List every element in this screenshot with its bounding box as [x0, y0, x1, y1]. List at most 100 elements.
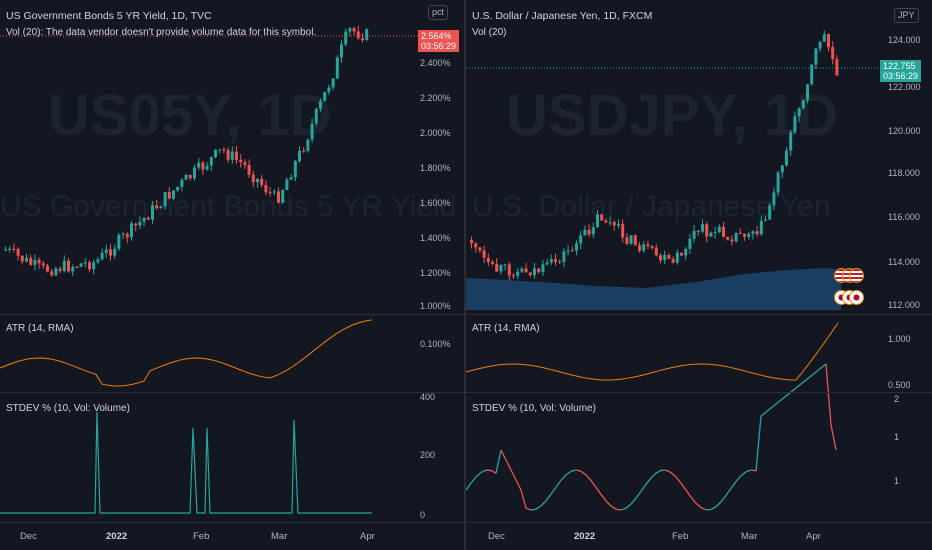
- candle-body: [201, 162, 205, 170]
- stdev-segment: [540, 500, 547, 507]
- right-price-tick: 122.000: [888, 82, 921, 92]
- left-symbol-title[interactable]: US Government Bonds 5 YR Yield, 1D, TVC: [6, 10, 212, 22]
- left-time-label: Apr: [360, 531, 375, 542]
- candle-body: [71, 266, 75, 272]
- stdev-segment: [670, 472, 677, 478]
- stdev-segment: [730, 481, 737, 489]
- left-stdev-label[interactable]: STDEV % (10, Vol: Volume): [6, 403, 130, 414]
- candle-body: [146, 217, 150, 220]
- right-candlestick-chart[interactable]: [466, 0, 932, 550]
- event-icon[interactable]: [849, 290, 864, 305]
- candle-body: [335, 57, 339, 79]
- event-icon[interactable]: [849, 268, 864, 283]
- panel-divider[interactable]: [464, 0, 466, 550]
- stdev-segment: [780, 395, 787, 401]
- right-unit-button[interactable]: JPY: [894, 8, 919, 23]
- candle-body: [16, 248, 20, 256]
- candle-body: [558, 261, 562, 263]
- candle-body: [134, 223, 138, 226]
- candle-body: [33, 259, 37, 265]
- stdev-segment: [770, 403, 777, 409]
- candle-body: [827, 34, 830, 48]
- left-time-axis-border: [0, 522, 464, 523]
- candle-body: [617, 223, 620, 226]
- candle-body: [218, 149, 222, 151]
- left-price-tick: 1.400%: [420, 233, 451, 243]
- candle-body: [352, 28, 356, 32]
- stdev-segment: [605, 500, 612, 507]
- candle-body: [713, 232, 717, 234]
- stdev-segment: [615, 508, 622, 511]
- candle-body: [486, 257, 490, 262]
- stdev-segment: [625, 503, 632, 509]
- right-pane-separator[interactable]: [466, 314, 932, 315]
- candle-body: [688, 238, 692, 249]
- left-chart-panel[interactable]: US05Y, 1D US Government Bonds 5 YR Yield…: [0, 0, 464, 550]
- candle-body: [759, 220, 763, 235]
- stdev-segment: [505, 459, 512, 471]
- right-price-tick: 116.000: [888, 212, 920, 222]
- candle-body: [806, 84, 809, 101]
- candle-body: [50, 271, 54, 276]
- right-last-price-tag: 122.755 03:56:29: [880, 60, 922, 82]
- candle-body: [180, 179, 184, 187]
- candle-body: [528, 272, 532, 276]
- candle-body: [663, 255, 667, 261]
- candle-body: [785, 150, 788, 166]
- right-countdown: 03:56:29: [883, 71, 919, 81]
- right-symbol-title[interactable]: U.S. Dollar / Japanese Yen, 1D, FXCM: [472, 10, 653, 22]
- candle-body: [692, 230, 696, 239]
- candle-body: [239, 159, 243, 163]
- candle-body: [365, 29, 369, 41]
- candle-body: [256, 178, 259, 182]
- stdev-segment: [535, 505, 542, 510]
- candle-body: [281, 190, 285, 203]
- candle-body: [734, 232, 738, 242]
- stdev-segment: [550, 486, 557, 495]
- right-chart-panel[interactable]: USDJPY, 1D U.S. Dollar / Japanese Yen U.…: [466, 0, 932, 550]
- candle-body: [776, 172, 780, 193]
- candle-body: [797, 108, 801, 117]
- stdev-segment: [825, 363, 832, 426]
- stdev-segment: [560, 474, 567, 481]
- left-last-price: 2.564%: [421, 31, 452, 41]
- candle-body: [83, 262, 87, 264]
- left-price-tick: 2.000%: [420, 128, 451, 138]
- right-time-label: Apr: [806, 531, 821, 542]
- left-unit-button[interactable]: pct: [428, 5, 449, 20]
- stdev-segment: [795, 383, 802, 389]
- left-price-tick: 1.200%: [420, 268, 451, 278]
- candle-body: [554, 259, 557, 262]
- left-pane-separator[interactable]: [0, 314, 464, 315]
- stdev-segment: [755, 415, 762, 471]
- candle-body: [835, 59, 839, 76]
- stdev-segment: [645, 477, 652, 485]
- us-flag-event-icon[interactable]: [834, 268, 864, 283]
- candle-body: [226, 150, 230, 160]
- candle-body: [751, 231, 755, 235]
- left-atr-label[interactable]: ATR (14, RMA): [6, 323, 74, 334]
- candle-body: [789, 132, 793, 151]
- candle-body: [768, 205, 772, 220]
- candle-body: [340, 44, 343, 58]
- right-pane-separator[interactable]: [466, 392, 932, 393]
- candle-body: [512, 275, 515, 277]
- left-watermark-description: US Government Bonds 5 YR Yield: [0, 190, 457, 223]
- stdev-segment: [655, 469, 662, 474]
- candle-body: [155, 205, 159, 209]
- stdev-segment: [790, 387, 797, 393]
- jp-flag-event-icon[interactable]: [834, 290, 864, 305]
- candle-body: [176, 186, 180, 191]
- stdev-segment: [635, 490, 642, 499]
- stdev-segment: [820, 363, 827, 369]
- candle-body: [4, 249, 7, 251]
- candle-body: [596, 214, 599, 228]
- left-watermark-symbol: US05Y, 1D: [48, 83, 332, 148]
- right-atr-label[interactable]: ATR (14, RMA): [472, 323, 540, 334]
- left-pane-separator[interactable]: [0, 392, 464, 393]
- stdev-segment: [800, 379, 807, 385]
- right-volume-label[interactable]: Vol (20): [472, 27, 507, 38]
- stdev-segment: [640, 483, 647, 492]
- left-candlestick-chart[interactable]: [0, 0, 464, 550]
- right-stdev-label[interactable]: STDEV % (10, Vol: Volume): [472, 403, 596, 414]
